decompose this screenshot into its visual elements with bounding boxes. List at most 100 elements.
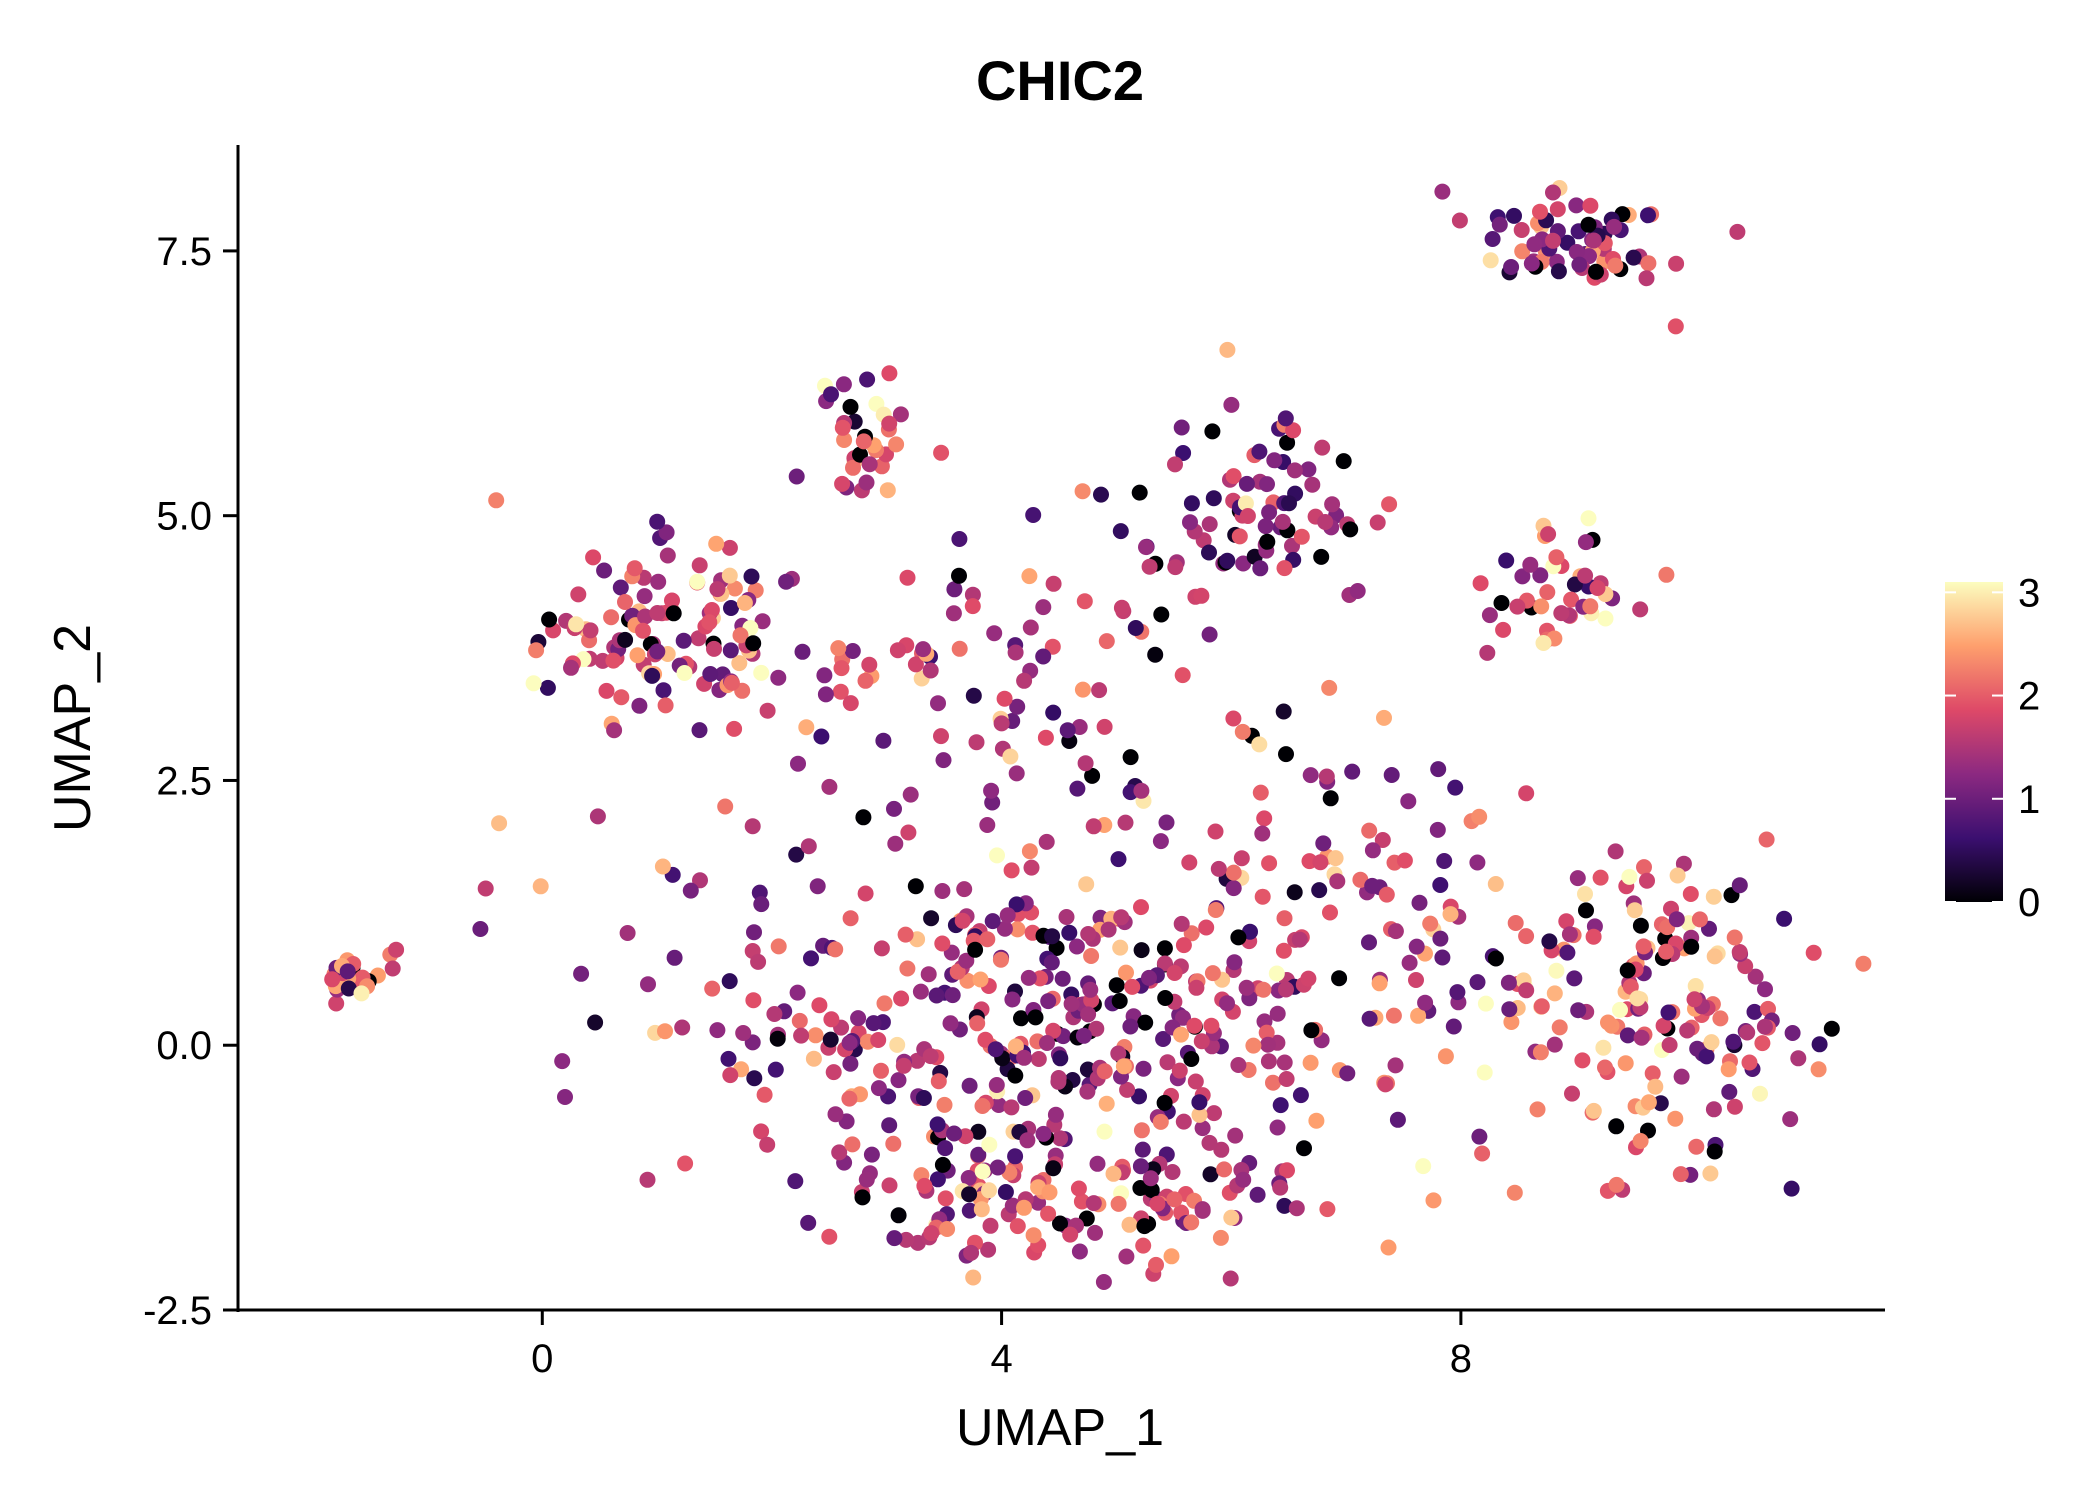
data-point bbox=[1008, 765, 1025, 782]
data-point bbox=[1725, 1033, 1742, 1050]
data-point bbox=[960, 1170, 977, 1186]
data-point bbox=[1007, 1148, 1024, 1165]
data-point bbox=[1308, 1112, 1325, 1129]
data-point bbox=[767, 1061, 784, 1078]
data-point bbox=[1027, 1009, 1044, 1026]
data-point bbox=[961, 1186, 978, 1203]
data-point bbox=[1417, 994, 1434, 1011]
data-point bbox=[1493, 595, 1510, 611]
data-point bbox=[1212, 1229, 1229, 1246]
data-point bbox=[934, 935, 951, 952]
data-point bbox=[1022, 619, 1039, 636]
data-point bbox=[1434, 183, 1451, 200]
data-point bbox=[1479, 644, 1496, 661]
data-point bbox=[935, 752, 952, 769]
data-point bbox=[703, 602, 720, 618]
data-point bbox=[1550, 263, 1567, 280]
data-point bbox=[1344, 763, 1361, 780]
data-point bbox=[664, 592, 680, 609]
data-point bbox=[1518, 928, 1535, 945]
data-point bbox=[857, 672, 874, 689]
data-point bbox=[1698, 1048, 1715, 1065]
data-point bbox=[1112, 939, 1129, 956]
data-point bbox=[603, 609, 620, 626]
data-point bbox=[722, 642, 739, 659]
data-point bbox=[817, 686, 834, 703]
data-point bbox=[861, 456, 878, 473]
data-point bbox=[1188, 979, 1205, 996]
data-point bbox=[1302, 1054, 1319, 1071]
data-point bbox=[1098, 633, 1115, 650]
data-point bbox=[800, 1214, 817, 1231]
data-point bbox=[1739, 1024, 1756, 1041]
x-tick-label: 4 bbox=[990, 1337, 1012, 1381]
data-point bbox=[1484, 231, 1501, 247]
data-point bbox=[1238, 475, 1255, 492]
data-point bbox=[1268, 965, 1285, 982]
data-point bbox=[1050, 1070, 1067, 1086]
data-point bbox=[1096, 1063, 1113, 1080]
data-point bbox=[1491, 216, 1508, 233]
data-point bbox=[1349, 583, 1366, 599]
data-point bbox=[704, 980, 721, 997]
data-point bbox=[930, 695, 946, 712]
data-point bbox=[1032, 970, 1049, 987]
data-point bbox=[596, 562, 613, 579]
data-point bbox=[984, 913, 1001, 930]
data-point bbox=[1401, 954, 1418, 971]
data-point bbox=[1532, 203, 1548, 220]
data-point bbox=[1675, 855, 1692, 872]
data-point bbox=[1085, 818, 1102, 835]
data-point bbox=[1047, 1106, 1064, 1123]
data-point bbox=[1275, 703, 1292, 720]
data-point bbox=[1474, 1145, 1491, 1162]
data-point bbox=[1089, 1155, 1106, 1172]
data-point bbox=[1074, 483, 1091, 500]
data-point bbox=[1477, 995, 1494, 1012]
data-point bbox=[1518, 785, 1535, 802]
data-point bbox=[1408, 938, 1425, 955]
data-point bbox=[1449, 984, 1466, 1001]
data-point bbox=[1138, 539, 1154, 556]
data-point bbox=[823, 386, 839, 403]
data-point bbox=[340, 980, 357, 997]
data-point bbox=[1122, 749, 1139, 766]
data-point bbox=[1312, 854, 1329, 871]
data-point bbox=[951, 567, 967, 584]
data-point bbox=[1597, 1059, 1613, 1076]
data-point bbox=[790, 755, 806, 772]
data-point bbox=[1269, 1005, 1286, 1022]
data-point bbox=[691, 722, 708, 739]
data-point bbox=[923, 1225, 940, 1242]
data-point bbox=[1585, 232, 1602, 249]
data-point bbox=[1260, 1036, 1276, 1053]
data-point bbox=[1234, 723, 1251, 740]
data-point bbox=[794, 643, 811, 660]
data-point bbox=[865, 1015, 882, 1032]
data-point bbox=[1003, 862, 1020, 879]
data-point bbox=[854, 1189, 871, 1206]
data-point bbox=[1201, 626, 1218, 643]
data-point bbox=[1855, 955, 1872, 972]
data-point bbox=[902, 786, 919, 803]
data-point bbox=[1007, 644, 1024, 661]
data-point bbox=[1434, 949, 1451, 966]
data-point bbox=[1632, 917, 1649, 934]
data-point bbox=[816, 667, 833, 684]
data-point bbox=[1201, 1134, 1218, 1151]
data-point bbox=[791, 1012, 808, 1029]
data-point bbox=[885, 1135, 902, 1152]
data-point bbox=[881, 1117, 898, 1134]
y-axis-ticks: -2.5 0.0 2.5 5.0 7.5 bbox=[143, 230, 238, 1333]
data-point bbox=[1173, 915, 1190, 932]
data-point bbox=[834, 419, 851, 436]
data-point bbox=[1256, 810, 1273, 827]
data-point bbox=[631, 697, 648, 714]
data-point bbox=[682, 882, 699, 899]
data-point bbox=[1205, 490, 1222, 507]
data-point bbox=[1758, 831, 1775, 848]
data-point bbox=[1071, 719, 1088, 735]
data-point bbox=[922, 662, 939, 679]
data-point bbox=[876, 995, 893, 1012]
data-point bbox=[1686, 991, 1703, 1008]
